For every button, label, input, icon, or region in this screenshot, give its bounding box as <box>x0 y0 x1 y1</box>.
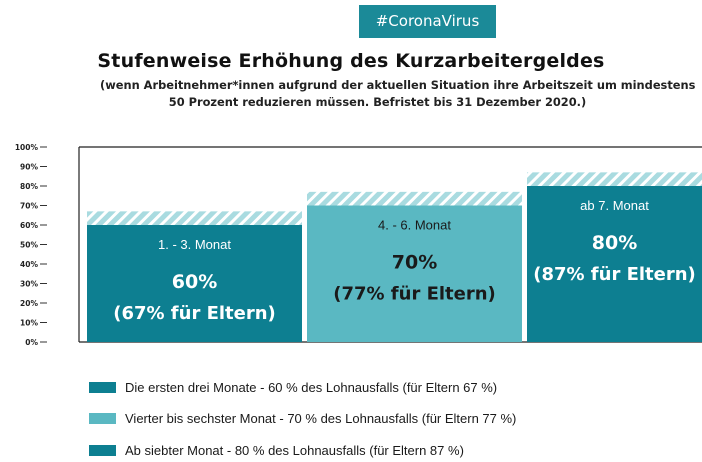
bar-value-label: 60% <box>172 271 217 293</box>
legend-text: Ab siebter Monat - 80 % des Lohnausfalls… <box>125 442 464 458</box>
y-tick-label: 100% <box>15 143 39 152</box>
parent-bonus-segment <box>527 172 702 186</box>
legend-text: Vierter bis sechster Monat - 70 % des Lo… <box>125 410 517 426</box>
bar-period-label: 1. - 3. Monat <box>158 237 231 252</box>
y-tick-label: 60% <box>20 221 38 230</box>
legend-swatch <box>89 412 116 424</box>
y-tick-label: 40% <box>20 260 38 269</box>
bar-group: ab 7. Monat 80% (87% für Eltern) <box>527 172 702 342</box>
chart-title: Stufenweise Erhöhung des Kurzarbeitergel… <box>97 50 605 72</box>
bar <box>87 225 302 342</box>
bar-period-label: ab 7. Monat <box>580 198 649 213</box>
bar <box>527 186 702 342</box>
y-tick-label: 90% <box>20 163 38 172</box>
bar-parent-value-label: (77% für Eltern) <box>333 284 496 305</box>
legend-text: Die ersten drei Monate - 60 % des Lohnau… <box>125 379 498 395</box>
bar-parent-value-label: (67% für Eltern) <box>113 303 276 324</box>
y-tick-label: 30% <box>20 280 38 289</box>
parent-bonus-segment <box>87 211 302 225</box>
legend-swatch <box>89 381 116 393</box>
y-tick-label: 70% <box>20 202 38 211</box>
bar-parent-value-label: (87% für Eltern) <box>533 264 696 285</box>
y-tick-label: 20% <box>20 299 38 308</box>
bar-chart: 0% 10% 20% 30% 40% 50% 60% 70% 80% 90% 100% 1. - 3… <box>15 143 702 347</box>
legend-item: Ab siebter Monat - 80 % des Lohnausfalls… <box>89 442 464 458</box>
legend-item: Die ersten drei Monate - 60 % des Lohnau… <box>89 379 498 395</box>
hashtag-badge: #CoronaVirus <box>359 5 496 38</box>
parent-bonus-segment <box>307 191 522 206</box>
chart-subtitle-line-2: 50 Prozent reduzieren müssen. Befristet … <box>168 95 587 109</box>
y-axis: 0% 10% 20% 30% 40% 50% 60% 70% 80% 90% 100% <box>15 143 47 347</box>
bar-value-label: 80% <box>592 232 637 254</box>
legend-item: Vierter bis sechster Monat - 70 % des Lo… <box>89 410 517 426</box>
legend-swatch <box>89 444 116 456</box>
y-tick-label: 50% <box>20 241 38 250</box>
chart-subtitle-line-1: (wenn Arbeitnehmer*innen aufgrund der ak… <box>100 78 696 92</box>
bar-value-label: 70% <box>392 252 437 274</box>
y-tick-label: 80% <box>20 182 38 191</box>
y-tick-label: 10% <box>20 319 38 328</box>
bar-period-label: 4. - 6. Monat <box>378 218 451 233</box>
bars: 1. - 3. Monat 60% (67% für Eltern) 4. - 6. … <box>87 172 702 342</box>
bar-group: 4. - 6. Monat 70% (77% für Eltern) <box>307 191 522 342</box>
bar-group: 1. - 3. Monat 60% (67% für Eltern) <box>87 211 302 342</box>
bar <box>307 205 522 342</box>
y-tick-label: 0% <box>25 338 38 347</box>
